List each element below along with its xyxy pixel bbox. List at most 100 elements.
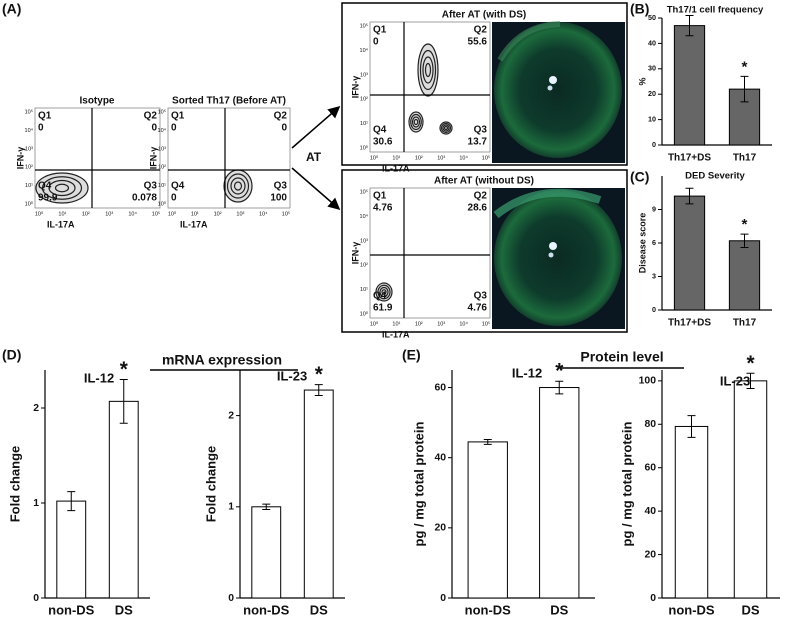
quadrant-name: Q1 xyxy=(171,111,185,122)
y-axis-label: IFN-γ xyxy=(350,76,360,99)
x-tick-label: non-DS xyxy=(243,602,290,617)
plot-title: Isotype xyxy=(79,96,114,107)
contour xyxy=(233,181,243,191)
error-bar xyxy=(555,380,564,395)
arrow xyxy=(291,106,341,149)
y-tick-label: 40 xyxy=(648,38,656,47)
bar xyxy=(108,400,139,599)
y-tick-label: 80 xyxy=(644,419,656,430)
error-bar xyxy=(119,379,128,424)
panel-label: (C) xyxy=(630,169,649,185)
eye-image xyxy=(492,21,625,163)
quadrant-name: Q3 xyxy=(474,125,488,136)
flow-tick: 10⁵ xyxy=(482,320,490,327)
contour xyxy=(35,172,89,204)
flow-tick: 10⁰ xyxy=(25,200,34,207)
error-bar xyxy=(262,503,271,511)
error-bar xyxy=(685,187,694,205)
y-tick-label: 2 xyxy=(228,410,234,421)
contour xyxy=(223,169,253,203)
x-tick-label: Th17 xyxy=(733,153,757,164)
plot-title: After AT (without DS) xyxy=(434,176,534,187)
chart-title: IL-12 xyxy=(512,365,542,380)
error-bar xyxy=(687,415,696,438)
y-tick-label: 2 xyxy=(33,403,39,414)
y-tick-label: 0 xyxy=(228,593,234,604)
y-axis-label: Fold change xyxy=(7,446,22,523)
x-tick-label: DS xyxy=(310,602,328,617)
contour xyxy=(442,124,450,132)
quadrant-name: Q4 xyxy=(373,125,387,136)
panel-label: (D) xyxy=(2,347,21,363)
flow-tick: 10⁴ xyxy=(25,127,34,134)
x-tick-label: non-DS xyxy=(48,602,95,617)
chart-title: DED Severity xyxy=(685,171,745,182)
y-tick-label: 9 xyxy=(652,204,656,213)
y-tick-label: 0 xyxy=(652,305,656,314)
flow-tick: 10¹ xyxy=(58,211,66,217)
flow-tick: 10² xyxy=(415,155,423,161)
x-axis-label: IL-17A xyxy=(382,163,410,173)
bar xyxy=(467,441,508,599)
error-bar xyxy=(67,491,76,512)
flow-tick: 10⁵ xyxy=(360,188,368,195)
flow-tick: 10² xyxy=(158,165,166,171)
y-axis-label: Fold change xyxy=(203,446,218,523)
error-bar xyxy=(314,384,323,397)
y-tick-label: 20 xyxy=(434,523,446,534)
bar xyxy=(56,500,87,599)
flow-tick: 10⁴ xyxy=(259,210,268,217)
quadrant-name: Q3 xyxy=(144,181,158,192)
flow-tick: 10¹ xyxy=(392,155,400,161)
plot-title: After AT (with DS) xyxy=(442,10,526,21)
flow-tick: 10⁴ xyxy=(459,154,468,161)
contour xyxy=(413,118,419,126)
contour xyxy=(226,173,250,199)
y-axis-label: pg / mg total protein xyxy=(619,421,634,546)
flow-tick: 10⁴ xyxy=(360,47,369,54)
flow-tick: 10⁰ xyxy=(35,210,44,217)
chart-title: IL-23 xyxy=(277,368,307,383)
flow-tick: 10¹ xyxy=(360,287,368,293)
x-tick-label: DS xyxy=(550,602,568,617)
flow-tick: 10¹ xyxy=(360,121,368,127)
quadrant-value: 0 xyxy=(281,123,287,134)
flow-tick: 10⁰ xyxy=(370,154,379,161)
error-bar xyxy=(685,14,694,37)
contour xyxy=(440,122,452,134)
flow-tick: 10³ xyxy=(105,211,113,217)
flow-tick: 10⁰ xyxy=(360,144,369,151)
flow-tick: 10⁰ xyxy=(370,320,379,327)
quadrant-name: Q2 xyxy=(474,25,488,36)
x-tick-label: DS xyxy=(115,602,133,617)
x-tick-label: Th17 xyxy=(733,318,757,329)
y-tick-label: 1 xyxy=(33,498,39,509)
quadrant-name: Q2 xyxy=(474,191,488,202)
flow-tick: 10⁴ xyxy=(158,127,167,134)
flow-tick: 10¹ xyxy=(191,211,199,217)
contour xyxy=(48,179,76,197)
contour xyxy=(410,113,422,131)
quadrant-name: Q1 xyxy=(38,111,52,122)
contour xyxy=(41,176,83,200)
contour xyxy=(381,289,387,295)
y-tick-label: 60 xyxy=(644,462,656,473)
arrow-label: AT xyxy=(306,150,322,164)
x-axis-label: IL-17A xyxy=(382,329,410,339)
quadrant-value: 0.078 xyxy=(132,193,157,204)
flow-tick: 10⁰ xyxy=(360,310,369,317)
quadrant-name: Q3 xyxy=(474,291,488,302)
quadrant-name: Q4 xyxy=(38,181,52,192)
y-axis-label: IFN-γ xyxy=(148,147,158,170)
x-tick-label: non-DS xyxy=(465,602,512,617)
quadrant-value: 0 xyxy=(171,193,177,204)
flow-tick: 10⁵ xyxy=(282,210,290,217)
y-axis-label: Disease score xyxy=(637,213,647,274)
quadrant-value: 100 xyxy=(270,193,287,204)
x-tick-label: Th17+DS xyxy=(668,153,711,164)
x-tick-label: DS xyxy=(741,602,759,617)
flow-tick: 10⁰ xyxy=(168,210,177,217)
flow-tick: 10¹ xyxy=(158,183,166,189)
y-tick-label: 20 xyxy=(644,549,656,560)
